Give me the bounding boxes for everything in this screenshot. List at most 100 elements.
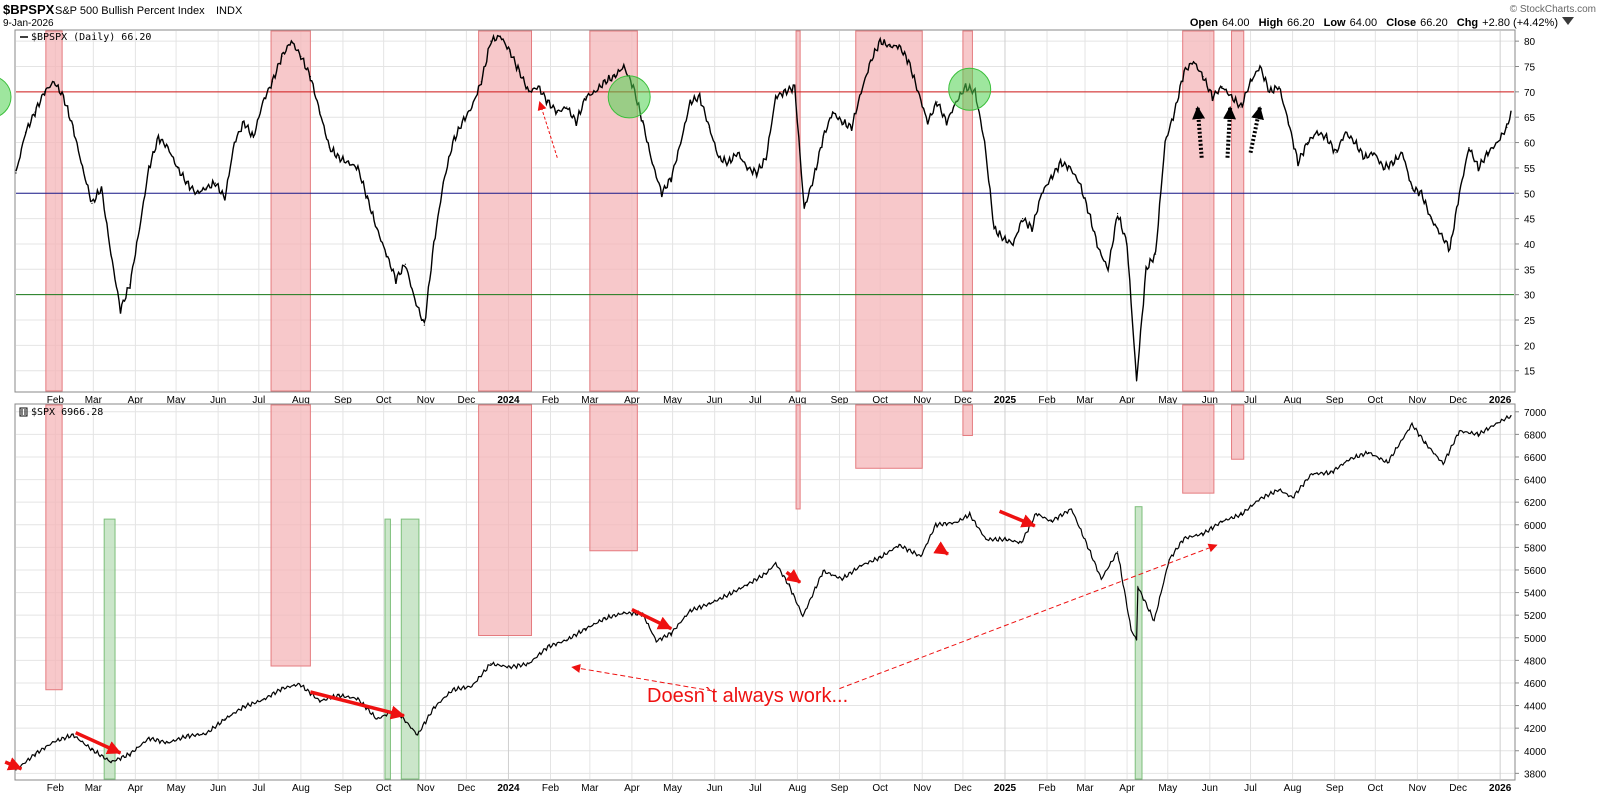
chg-label: Chg: [1457, 17, 1478, 29]
spx-y-tick-label: 6000: [1524, 521, 1547, 532]
bpspx-point: [1335, 152, 1337, 154]
spx-x-tick-label: Mar: [581, 783, 599, 794]
bpspx-point: [851, 126, 853, 128]
bpspx-y-tick-label: 20: [1524, 341, 1536, 352]
bpspx-point: [195, 192, 198, 194]
green-highlight-circle: [0, 77, 12, 116]
bpspx-point: [813, 177, 815, 179]
chart-tools-icon[interactable]: [1562, 17, 1574, 25]
bpspx-point: [509, 50, 511, 52]
bpspx-point: [1041, 192, 1043, 194]
bpspx-point: [794, 86, 796, 88]
spx-x-tick-label: Mar: [85, 783, 103, 794]
bpspx-x-tick-label: Jun: [210, 395, 226, 406]
spx-point: [1116, 551, 1119, 553]
spx-point: [1278, 489, 1280, 491]
spx-point: [416, 734, 419, 736]
spx-y-tick-label: 5200: [1524, 611, 1547, 622]
bpspx-point: [803, 207, 805, 210]
bpspx-x-tick-label: Oct: [872, 395, 888, 406]
spx-point: [1183, 537, 1185, 539]
bpspx-point: [176, 167, 179, 169]
bpspx-point: [442, 182, 444, 184]
spx-point: [1005, 538, 1007, 541]
bpspx-point: [1069, 167, 1071, 169]
bpspx-point: [81, 167, 84, 169]
spx-legend-swatch: [19, 407, 28, 417]
bpspx-point: [499, 35, 501, 37]
bpspx-x-tick-label: Feb: [542, 395, 560, 406]
spx-point: [53, 741, 55, 743]
bpspx-point: [1031, 228, 1033, 230]
bpspx-point: [613, 76, 615, 78]
spx-zones: [45, 404, 1245, 780]
bpspx-point: [1192, 60, 1195, 63]
bpspx-point: [1401, 152, 1404, 154]
bpspx-point: [585, 96, 587, 98]
bpspx-highlight-circles: [0, 67, 992, 119]
spx-point: [860, 564, 862, 567]
bpspx-x-tick-label: Apr: [1119, 395, 1135, 406]
bpspx-point: [1211, 96, 1214, 98]
spx-point: [1020, 542, 1022, 544]
spx-point: [1035, 512, 1037, 515]
bpspx-x-tick-label: Nov: [1408, 395, 1426, 406]
spx-point: [1329, 472, 1332, 474]
low-label: Low: [1324, 17, 1346, 29]
red-zone-bottom: [270, 404, 311, 667]
bpspx-point: [765, 157, 767, 159]
spx-x-tick-label: Nov: [417, 783, 435, 794]
bpspx-arrows: [537, 101, 1264, 158]
bpspx-point: [347, 162, 349, 164]
bpspx-point: [129, 283, 131, 286]
spx-point: [1137, 586, 1139, 588]
bpspx-point: [1363, 157, 1366, 159]
spx-point: [1130, 629, 1132, 631]
bpspx-point: [756, 172, 758, 174]
bpspx-point: [157, 136, 160, 139]
spx-y-tick-label: 4400: [1524, 702, 1547, 713]
bpspx-point: [784, 91, 786, 93]
bpspx-point: [917, 91, 919, 93]
spx-point: [935, 524, 937, 526]
bpspx-x-tick-label: Apr: [624, 395, 640, 406]
spx-legend: $SPX 6966.28: [31, 407, 103, 418]
red-zone-bottom: [962, 404, 973, 437]
bpspx-point: [423, 324, 425, 326]
spx-point: [1348, 458, 1351, 460]
bpspx-point: [1097, 248, 1100, 250]
spx-point: [1411, 423, 1413, 425]
spx-point: [1100, 578, 1102, 580]
bpspx-point: [651, 162, 653, 164]
spx-x-tick-label: Jun: [707, 783, 723, 794]
spx-point: [822, 570, 824, 572]
bpspx-point: [670, 177, 672, 179]
spx-point: [547, 646, 549, 648]
spx-point: [281, 688, 283, 690]
red-zone-top: [478, 30, 533, 392]
bpspx-x-tick-label: Jun: [1202, 395, 1218, 406]
bpspx-point: [879, 40, 881, 42]
bpspx-point: [1420, 192, 1423, 194]
bpspx-point: [1458, 192, 1461, 194]
bpspx-reference-lines: [16, 91, 1514, 296]
spx-point: [262, 699, 264, 701]
close-label: Close: [1386, 17, 1416, 29]
chart-date: 9-Jan-2026: [3, 18, 54, 29]
spx-x-tick-label: Sep: [334, 783, 352, 794]
spx-x-tick-label: Jul: [252, 783, 265, 794]
bpspx-point: [1202, 76, 1204, 78]
bpspx-x-tick-label: Jun: [707, 395, 723, 406]
spx-point: [775, 562, 777, 564]
spx-point: [955, 521, 957, 524]
bpspx-x-tick-label: Jul: [749, 395, 762, 406]
bpspx-point: [841, 121, 843, 123]
bpspx-x-tick-label: Aug: [292, 395, 310, 406]
spx-point: [585, 628, 587, 630]
spx-point: [1050, 520, 1052, 522]
bpspx-point: [775, 96, 777, 98]
bpspx-y-tick-label: 40: [1524, 240, 1536, 251]
green-zone-bottom: [384, 518, 391, 780]
bpspx-x-tick-label: Sep: [334, 395, 352, 406]
bpspx-x-tick-label: Dec: [954, 395, 972, 406]
